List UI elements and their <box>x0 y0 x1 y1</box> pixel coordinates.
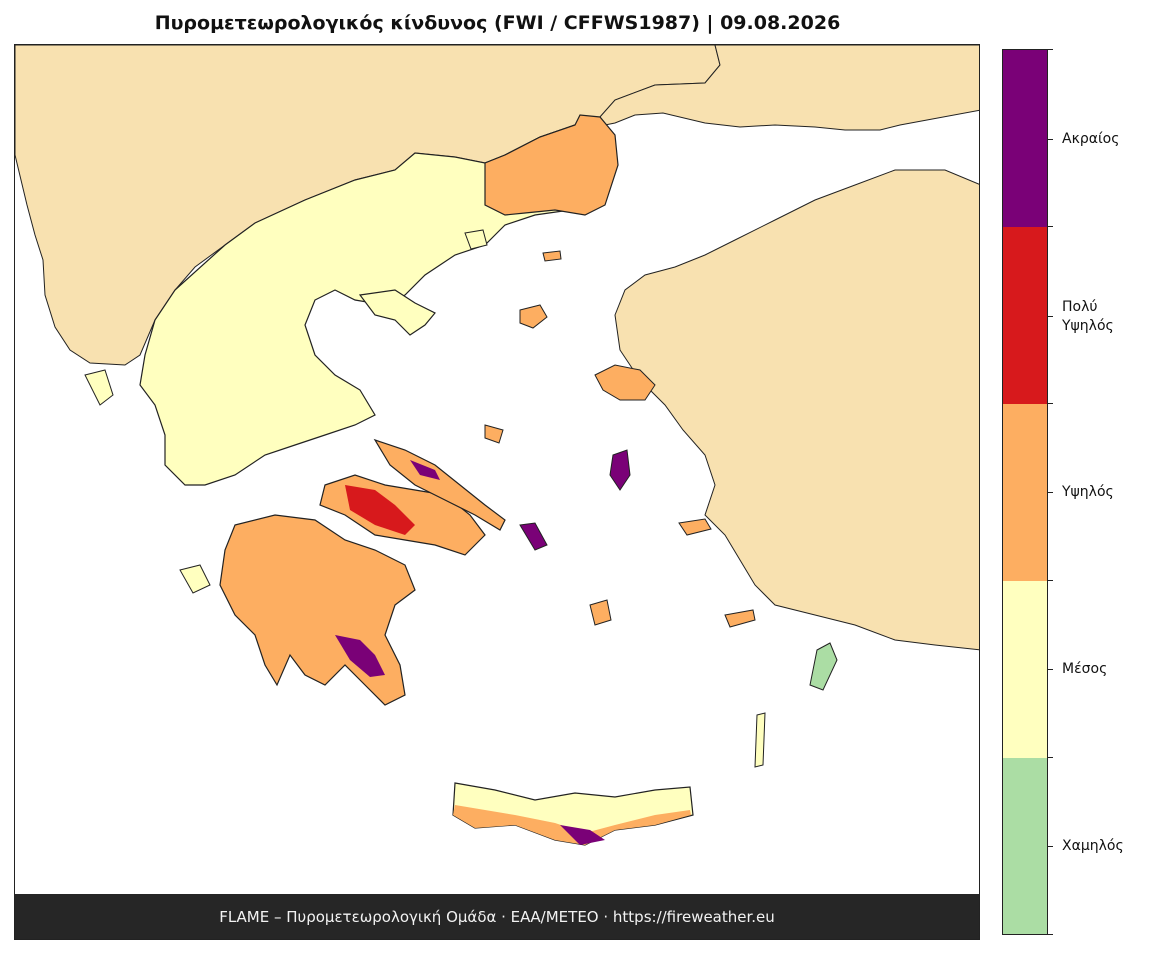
colorbar-segment-low <box>1003 758 1047 934</box>
island-rhodes <box>809 642 838 691</box>
map-title: Πυρομετεωρολογικός κίνδυνος (FWI / CFFWS… <box>154 12 841 34</box>
colorbar-segment-moderate <box>1003 581 1047 758</box>
colorbar-segment-extreme <box>1003 50 1047 227</box>
colorbar-tick <box>1048 403 1053 404</box>
colorbar-tick <box>1048 316 1053 317</box>
island-samos <box>678 518 712 536</box>
colorbar <box>1002 49 1048 935</box>
fire-danger-map <box>15 45 979 846</box>
neighbor-land-anatolia <box>614 169 979 651</box>
island-thasos <box>464 229 488 250</box>
island-samothraki <box>542 250 562 262</box>
region-chalkidiki <box>358 289 436 336</box>
island-kefalonia <box>179 564 211 594</box>
island-kos <box>724 609 756 628</box>
island-corfu <box>84 369 114 406</box>
region-peloponnese-extreme <box>335 635 385 677</box>
colorbar-tick <box>1048 934 1053 935</box>
colorbar-tick <box>1048 226 1053 227</box>
region-peloponnese <box>219 514 416 706</box>
island-lemnos <box>519 304 548 329</box>
region-crete-orange <box>453 805 691 845</box>
colorbar-tick <box>1048 139 1053 140</box>
island-andros <box>519 522 548 551</box>
colorbar-segment-very-high <box>1003 227 1047 404</box>
region-euboea-extreme <box>410 460 440 480</box>
island-karpathos <box>754 712 766 768</box>
colorbar-label-low: Χαμηλός <box>1062 838 1124 854</box>
region-attica-red <box>345 485 415 535</box>
colorbar-tick <box>1048 846 1053 847</box>
colorbar-label-moderate: Μέσος <box>1062 661 1108 677</box>
map-panel[interactable]: FLAME – Πυρομετεωρολογική Ομάδα · ΕΑΑ/ME… <box>14 44 980 940</box>
island-lesvos <box>594 364 656 401</box>
region-euboea <box>373 438 506 531</box>
colorbar-tick <box>1048 49 1053 50</box>
colorbar-label-high: Υψηλός <box>1062 484 1114 500</box>
colorbar-tick <box>1048 492 1053 493</box>
island-naxos <box>589 599 612 626</box>
neighbor-land-turkey <box>574 45 979 131</box>
island-skyros <box>484 424 504 444</box>
colorbar-label-extreme: Ακραίος <box>1062 131 1120 147</box>
credits-bar: FLAME – Πυρομετεωρολογική Ομάδα · ΕΑΑ/ME… <box>15 894 979 939</box>
colorbar-label-very-high: Πολύ Υψηλός <box>1062 299 1114 334</box>
island-chios <box>609 449 631 491</box>
colorbar-tick <box>1048 580 1053 581</box>
region-crete-extreme <box>560 825 605 845</box>
colorbar-tick <box>1048 757 1053 758</box>
colorbar-segment-high <box>1003 404 1047 581</box>
region-thrace-orange <box>484 114 619 216</box>
colorbar-tick <box>1048 669 1053 670</box>
